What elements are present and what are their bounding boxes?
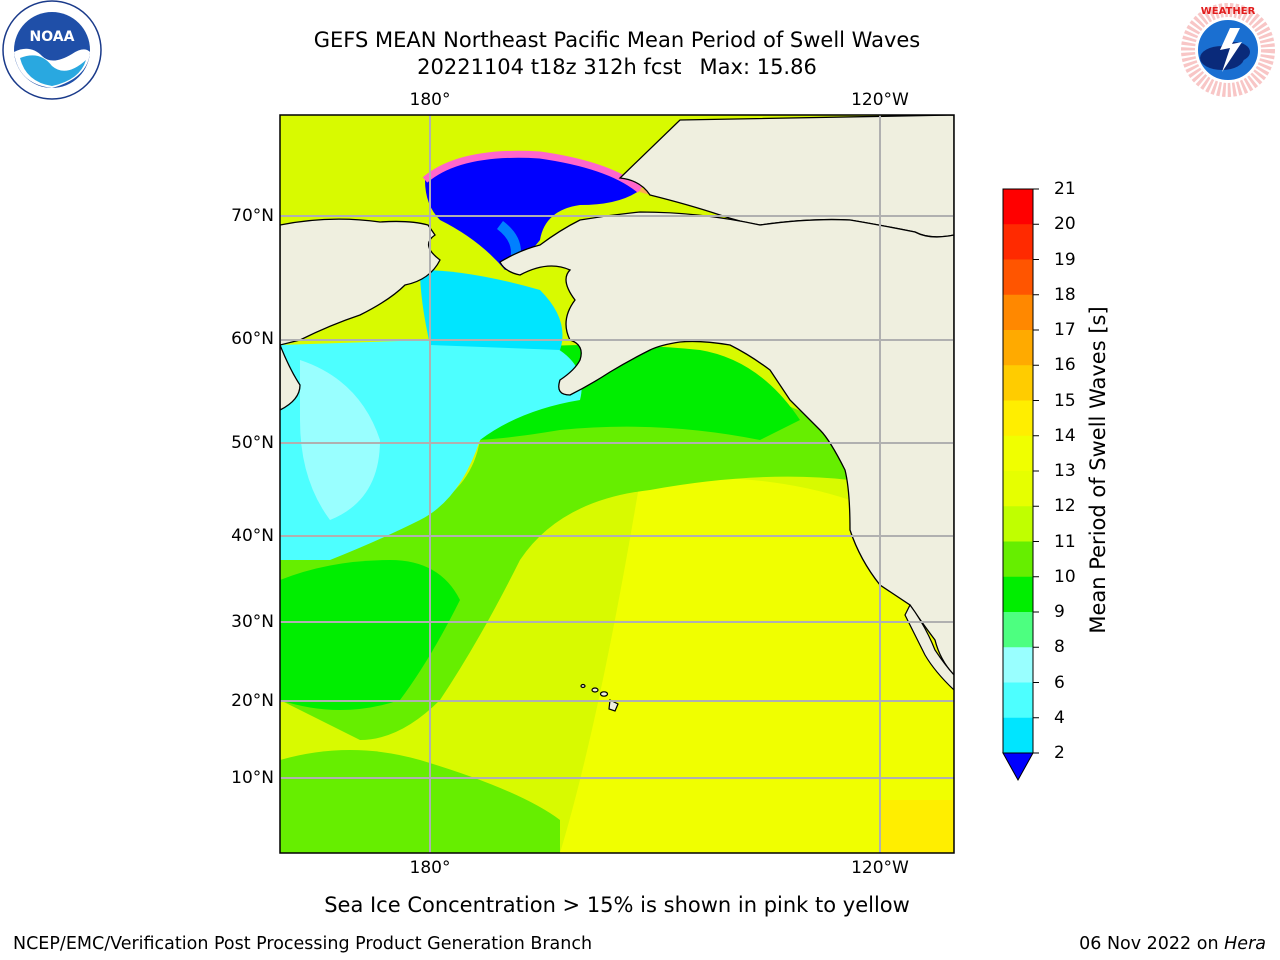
colorbar-tick-label: 9 bbox=[1054, 602, 1065, 622]
colorbar-tick-label: 2 bbox=[1054, 743, 1065, 763]
sea-ice-edge bbox=[422, 150, 643, 193]
region-12s-south bbox=[280, 750, 560, 853]
lat-label-60n: 60°N bbox=[231, 329, 274, 349]
colorbar-tick-label: 18 bbox=[1054, 284, 1076, 305]
lat-label-20n: 20°N bbox=[231, 691, 274, 711]
colorbar-tick-label: 4 bbox=[1054, 707, 1065, 728]
lon-label-bottom-180: 180° bbox=[409, 858, 451, 878]
lon-label-top-120w: 120°W bbox=[851, 90, 909, 110]
colorbar-segment bbox=[1003, 647, 1033, 683]
colorbar-segment bbox=[1003, 330, 1033, 366]
nws-logo: WEATHER bbox=[1180, 2, 1276, 98]
noaa-logo: NOAA bbox=[2, 0, 102, 100]
land-baja bbox=[904, 603, 954, 691]
lon-label-top-180: 180° bbox=[409, 90, 451, 110]
colorbar-segment bbox=[1003, 400, 1033, 437]
colorbar-tick-label: 11 bbox=[1054, 531, 1076, 552]
colorbar-segment bbox=[1003, 224, 1033, 260]
colorbar-tick-label: 17 bbox=[1054, 320, 1076, 340]
footer-date-text: 06 Nov 2022 on bbox=[1079, 934, 1219, 954]
colorbar-tick-label: 15 bbox=[1054, 390, 1076, 411]
region-11s bbox=[280, 560, 460, 710]
footer-organization: NCEP/EMC/Verification Post Processing Pr… bbox=[13, 934, 593, 954]
colorbar bbox=[1002, 188, 1039, 782]
colorbar-tick-label: 13 bbox=[1054, 461, 1076, 481]
region-9s bbox=[300, 360, 380, 520]
run-forecast-label: 20221104 t18z 312h fcst bbox=[417, 55, 682, 79]
colorbar-tick-label: 12 bbox=[1054, 496, 1076, 517]
land-north-america bbox=[499, 211, 954, 676]
region-15s bbox=[560, 477, 954, 853]
colorbar-segment bbox=[1003, 576, 1033, 613]
colorbar-tick-label: 8 bbox=[1054, 637, 1065, 658]
lon-label-bottom-120w: 120°W bbox=[851, 858, 909, 878]
footer-date: 06 Nov 2022 on Hera bbox=[1079, 933, 1266, 955]
colorbar-segment bbox=[1003, 294, 1033, 331]
hawaii-islands bbox=[580, 683, 619, 712]
land-asia bbox=[280, 218, 441, 346]
lat-label-30n: 30°N bbox=[231, 612, 274, 632]
colorbar-segment bbox=[1003, 471, 1033, 507]
max-value-label: Max: 15.86 bbox=[699, 55, 817, 79]
lat-label-40n: 40°N bbox=[231, 526, 274, 546]
colorbar-segment bbox=[1003, 541, 1033, 578]
region-16s bbox=[880, 800, 954, 853]
footer-host: Hera bbox=[1224, 934, 1266, 954]
colorbar-segment bbox=[1003, 189, 1033, 225]
colorbar-segment bbox=[1003, 259, 1033, 296]
map-field bbox=[280, 115, 954, 853]
map-frame bbox=[279, 114, 955, 854]
sea-ice-caption: Sea Ice Concentration > 15% is shown in … bbox=[324, 893, 910, 917]
colorbar-label: Mean Period of Swell Waves [s] bbox=[1086, 306, 1110, 634]
colorbar-segment bbox=[1003, 365, 1033, 401]
colorbar-segment bbox=[1003, 506, 1033, 542]
graticule bbox=[280, 115, 954, 853]
colorbar-segment bbox=[1003, 435, 1033, 472]
chart-title: GEFS MEAN Northeast Pacific Mean Period … bbox=[313, 28, 921, 52]
svg-text:NOAA: NOAA bbox=[30, 29, 75, 45]
lat-label-10n: 10°N bbox=[231, 768, 274, 788]
lat-label-70n: 70°N bbox=[231, 206, 274, 226]
colorbar-tick-label: 16 bbox=[1054, 355, 1076, 376]
region-6s bbox=[420, 270, 563, 350]
chart-subtitle: 20221104 t18z 312h fcst Max: 15.86 bbox=[280, 54, 954, 80]
land-kamchatka bbox=[280, 344, 301, 411]
colorbar-tick-label: 14 bbox=[1054, 425, 1076, 446]
colorbar-extend-arrow bbox=[1002, 752, 1034, 782]
svg-text:WEATHER: WEATHER bbox=[1201, 6, 1256, 17]
colorbar-tick-label: 6 bbox=[1054, 672, 1065, 693]
colorbar-segment bbox=[1003, 612, 1033, 648]
colorbar-tick-label: 10 bbox=[1054, 566, 1076, 587]
colorbar-segment bbox=[1003, 682, 1033, 719]
colorbar-tick-label: 21 bbox=[1054, 179, 1076, 199]
lat-label-50n: 50°N bbox=[231, 433, 274, 453]
region-2s bbox=[425, 154, 640, 270]
colorbar-tick-label: 19 bbox=[1054, 249, 1076, 270]
colorbar-tick-label: 20 bbox=[1054, 214, 1076, 235]
colorbar-segment bbox=[1003, 717, 1033, 754]
